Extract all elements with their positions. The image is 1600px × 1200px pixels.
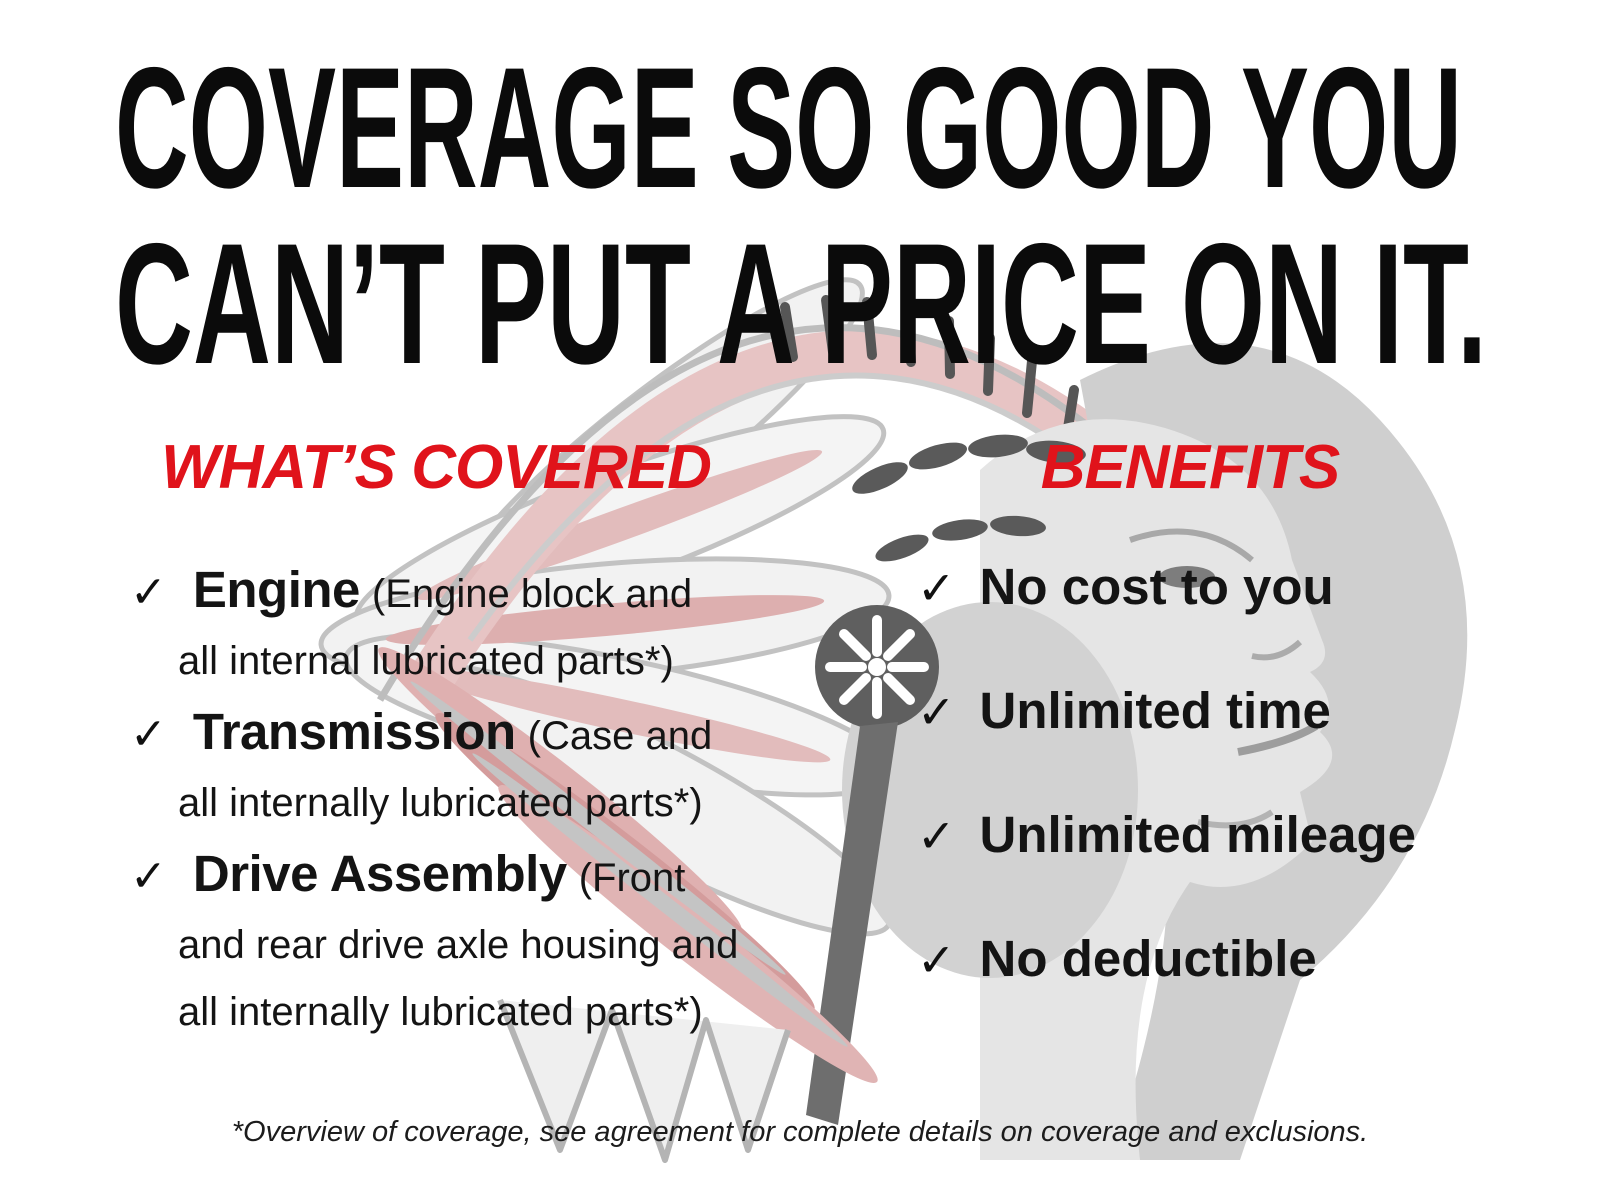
check-icon: ✓: [917, 686, 956, 738]
check-icon: ✓: [130, 568, 167, 617]
check-icon: ✓: [917, 810, 956, 862]
benefit-label: No cost to you: [979, 558, 1334, 615]
benefit-item-unlimited-mileage: ✓ Unlimited mileage: [917, 804, 1485, 867]
benefit-label: Unlimited mileage: [979, 806, 1416, 863]
covered-item-engine: ✓ Engine (Engine block and all internal lu…: [130, 556, 742, 695]
benefits-list: ✓ No cost to you ✓ Unlimited time ✓ Unlimit…: [895, 556, 1485, 991]
headline-line-2: CAN’T PUT A PRICE ON IT.: [115, 208, 1487, 390]
covered-column: WHAT’S COVERED ✓ Engine (Engine block and …: [130, 432, 742, 1049]
covered-item-name: Transmission: [192, 703, 516, 760]
benefits-heading: BENEFITS: [1040, 433, 1341, 502]
coverage-footnote: *Overview of coverage, see agreement for…: [231, 1116, 1369, 1148]
benefit-item-no-cost: ✓ No cost to you: [917, 556, 1485, 619]
covered-item-detail: (Case and all internally lubricated part…: [178, 714, 713, 825]
covered-item-transmission: ✓ Transmission (Case and all internally lu…: [130, 698, 742, 837]
covered-heading: WHAT’S COVERED: [161, 433, 712, 502]
lower-feathers: [378, 647, 878, 1163]
covered-item-drive-assembly: ✓ Drive Assembly (Front and rear drive axl…: [130, 840, 742, 1046]
benefit-item-unlimited-time: ✓ Unlimited time: [917, 680, 1485, 743]
check-icon: ✓: [130, 710, 167, 759]
headline-line-1: COVERAGE SO GOOD YOU: [115, 32, 1462, 224]
covered-item-detail: (Front and rear drive axle housing and a…: [178, 856, 739, 1034]
check-icon: ✓: [130, 852, 167, 901]
covered-item-detail: (Engine block and all internal lubricate…: [178, 572, 693, 683]
benefits-column: BENEFITS ✓ No cost to you ✓ Unlimited time…: [895, 432, 1485, 1052]
covered-item-name: Engine: [192, 561, 361, 618]
forehead-feather-marks: [852, 434, 1086, 562]
covered-item-name: Drive Assembly: [192, 845, 567, 902]
benefit-item-no-deductible: ✓ No deductible: [917, 928, 1485, 991]
headline: COVERAGE SO GOOD YOU CAN’T PUT A PRICE O…: [115, 32, 1487, 390]
benefit-label: Unlimited time: [979, 682, 1331, 739]
covered-list: ✓ Engine (Engine block and all internal lu…: [130, 556, 742, 1046]
check-icon: ✓: [917, 934, 956, 986]
benefit-label: No deductible: [979, 930, 1317, 987]
chief-head: [852, 343, 1468, 1160]
check-icon: ✓: [917, 562, 956, 614]
